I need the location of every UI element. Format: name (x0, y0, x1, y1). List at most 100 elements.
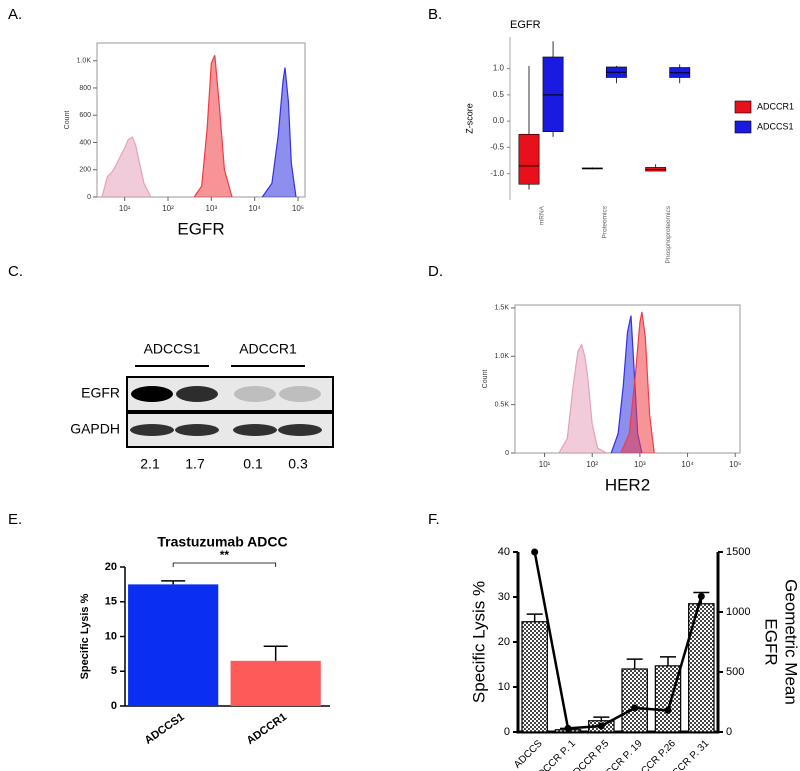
y2-tick-label: 0 (726, 726, 732, 738)
line-marker (564, 724, 572, 732)
row-label: GAPDH (70, 421, 120, 437)
y-axis-label: Specific Lysis % (79, 593, 91, 679)
y2-tick-label: 1000 (726, 606, 750, 618)
x-tick-label: 10¹ (119, 204, 131, 213)
significance-bracket (172, 562, 277, 567)
legend-swatch (734, 100, 752, 114)
histogram-area (558, 343, 607, 454)
chart-title: EGFR (510, 19, 541, 31)
y-tick-label: 10 (105, 630, 117, 642)
y-tick-label: 1.5K (495, 305, 510, 312)
histogram-area (620, 311, 655, 454)
gapdh-band (233, 424, 277, 436)
egfr-band (176, 386, 218, 402)
line (533, 551, 703, 730)
y-tick-label: 0 (505, 450, 509, 457)
y2-axis-label: EGFR (762, 618, 781, 665)
panel-letter: D. (428, 263, 443, 280)
x-tick-label: 10³ (634, 460, 646, 469)
line-marker (697, 592, 705, 600)
egfr-band (279, 386, 321, 402)
y-tick-label: -0.5 (490, 143, 504, 152)
quantification: 2.1 (140, 456, 160, 472)
y-tick-label: -1.0 (490, 169, 504, 178)
y-tick-label: 0 (504, 726, 510, 738)
histogram-area (101, 136, 152, 198)
y-tick-label: 20 (105, 561, 117, 573)
y-tick-label: 800 (79, 85, 91, 92)
x-tick-label: ADCCS (512, 738, 545, 771)
x-tick-label: ADCCS1 (143, 711, 187, 747)
x-tick-label: 10⁴ (681, 460, 694, 469)
x-tick-label: Proteomics (602, 205, 609, 238)
y-tick-label: 10 (498, 681, 510, 693)
y-tick-label: 5 (111, 665, 117, 677)
box (542, 56, 564, 132)
x-tick-label: 10⁴ (248, 204, 261, 213)
y-tick-label: 600 (79, 112, 91, 119)
y-axis-label: Specific Lysis % (469, 581, 488, 703)
significance-label: ** (220, 548, 230, 562)
legend-swatch (734, 120, 752, 134)
y-tick-label: 0.5K (495, 401, 510, 408)
egfr-band (131, 386, 173, 402)
y-tick-label: 30 (498, 591, 510, 603)
panel-letter: C. (8, 263, 23, 280)
line-marker (664, 706, 672, 714)
row-label: EGFR (81, 385, 120, 401)
y-tick-label: 0 (87, 194, 91, 201)
panel-letter: E. (8, 511, 22, 528)
egfr-band (234, 386, 276, 402)
x-tick-label: ADCCR1 (245, 711, 289, 747)
y-tick-label: 400 (79, 139, 91, 146)
y-tick-label: 1.0 (493, 64, 505, 73)
quantification: 1.7 (185, 456, 205, 472)
bar (230, 660, 321, 706)
legend-label: ADCCS1 (757, 121, 794, 131)
histogram-area (261, 67, 297, 198)
x-axis-label: EGFR (177, 219, 224, 238)
y-tick-label: 1.0K (77, 58, 92, 65)
y-tick-label: 0.0 (493, 116, 505, 125)
y-tick-label: 20 (498, 636, 510, 648)
chart-title: Trastuzumab ADCC (157, 534, 287, 550)
bar (621, 668, 648, 733)
histogram-area (193, 55, 233, 198)
group-label: ADCCS1 (144, 341, 201, 357)
line-marker (531, 548, 539, 556)
panel-letter: B. (428, 6, 442, 23)
x-tick-label: 10¹ (539, 460, 551, 469)
line-marker (631, 704, 639, 712)
panel-letter: A. (8, 6, 22, 23)
y-tick-label: 15 (105, 596, 117, 608)
y-tick-label: 200 (79, 167, 91, 174)
bar (654, 665, 682, 733)
x-tick-label: mRNA (538, 205, 545, 225)
group-label: ADCCR1 (239, 341, 297, 357)
x-tick-label: 10² (586, 460, 598, 469)
line-marker (597, 722, 605, 730)
y-axis-label: Z-score (464, 103, 474, 134)
gapdh-band (278, 424, 322, 436)
x-tick-label: Phosphoproteomics (665, 205, 672, 263)
bar (521, 621, 548, 733)
quantification: 0.1 (243, 456, 263, 472)
y-tick-label: 0.5 (493, 90, 505, 99)
y-tick-label: 1.0K (495, 353, 510, 360)
gapdh-band (130, 424, 174, 436)
x-axis-label: HER2 (605, 475, 650, 494)
y2-tick-label: 1500 (726, 546, 750, 558)
y-axis-label: Count (64, 111, 71, 130)
x-tick-label: 10² (162, 204, 174, 213)
y2-axis-label: Geometric Mean (782, 579, 800, 705)
y-tick-label: 40 (498, 546, 510, 558)
x-tick-label: 10³ (206, 204, 218, 213)
x-tick-label: 10⁵ (729, 460, 741, 469)
gapdh-band (175, 424, 219, 436)
legend-label: ADCCR1 (757, 101, 794, 111)
panel-letter: F. (428, 511, 440, 528)
quantification: 0.3 (288, 456, 308, 472)
x-tick-label: 10⁵ (292, 204, 304, 213)
